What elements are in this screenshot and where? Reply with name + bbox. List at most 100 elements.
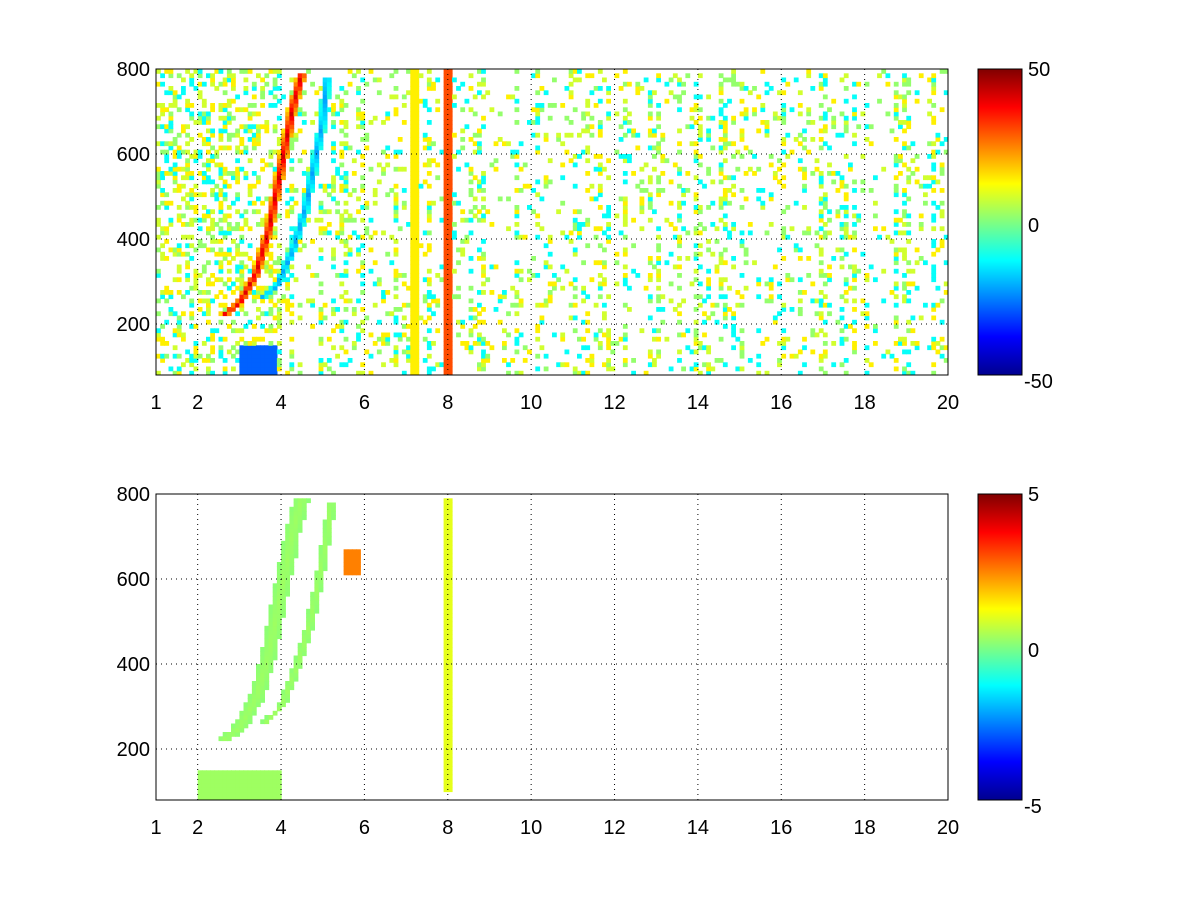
- top-heatmap-cell: [164, 226, 170, 232]
- top-heatmap-cell: [485, 90, 491, 96]
- bottom-heatmap-cell: [285, 574, 290, 580]
- top-heatmap-cell: [156, 311, 161, 317]
- top-heatmap-cell: [156, 115, 161, 121]
- top-x-tick-label: 14: [687, 392, 709, 414]
- top-heatmap-cell: [206, 307, 211, 312]
- bottom-heatmap-cell: [268, 604, 274, 610]
- top-heatmap-cell: [360, 234, 366, 240]
- top-heatmap-cell: [222, 192, 228, 198]
- top-heatmap-cell: [168, 128, 174, 134]
- top-heatmap-cell: [552, 285, 557, 291]
- top-heatmap-cell: [481, 362, 486, 368]
- bottom-heatmap-cell: [243, 795, 249, 800]
- top-heatmap-cell: [443, 230, 449, 236]
- top-heatmap-cell: [706, 345, 711, 351]
- bottom-heatmap-cell: [443, 736, 449, 742]
- top-heatmap-cell: [306, 175, 311, 181]
- top-heatmap-cell: [818, 302, 824, 308]
- top-heatmap-cell: [602, 332, 607, 338]
- top-heatmap-cell: [585, 294, 591, 300]
- top-heatmap-cell: [318, 145, 324, 151]
- top-heatmap-cell: [468, 107, 474, 113]
- top-heatmap-cell: [210, 154, 215, 159]
- top-heatmap-cell: [606, 341, 611, 346]
- top-heatmap-cell: [747, 166, 753, 172]
- top-heatmap-cell: [893, 315, 899, 321]
- top-heatmap-cell: [410, 315, 416, 321]
- bottom-heatmap-cell: [322, 532, 328, 538]
- top-heatmap-cell: [677, 234, 682, 240]
- top-heatmap-cell: [272, 366, 278, 372]
- top-heatmap-cell: [706, 239, 711, 244]
- top-heatmap-cell: [197, 90, 203, 96]
- bottom-heatmap-cell: [443, 698, 449, 703]
- top-heatmap-cell: [539, 319, 545, 325]
- top-heatmap-cell: [902, 103, 907, 108]
- top-heatmap-cell: [201, 98, 207, 104]
- top-heatmap-cell: [218, 268, 224, 274]
- top-heatmap-cell: [197, 217, 203, 223]
- top-heatmap-cell: [802, 145, 807, 151]
- top-heatmap-cell: [447, 69, 453, 74]
- top-heatmap-cell: [697, 230, 703, 236]
- top-heatmap-cell: [656, 192, 661, 198]
- top-heatmap-cell: [268, 285, 274, 291]
- top-heatmap-cell: [443, 94, 449, 100]
- bottom-heatmap-cell: [251, 774, 257, 780]
- top-heatmap-cell: [189, 243, 195, 249]
- top-heatmap-cell: [364, 137, 370, 142]
- top-heatmap-cell: [368, 268, 374, 274]
- top-heatmap-cell: [506, 141, 511, 147]
- top-heatmap-cell: [393, 353, 399, 359]
- top-heatmap-cell: [318, 124, 324, 130]
- bottom-heatmap-cell: [272, 783, 278, 788]
- top-heatmap-cell: [681, 81, 686, 87]
- top-heatmap-cell: [439, 264, 445, 270]
- top-heatmap-cell: [893, 260, 899, 266]
- top-heatmap-cell: [647, 277, 653, 283]
- top-heatmap-cell: [656, 256, 661, 261]
- top-heatmap-cell: [764, 370, 770, 375]
- top-heatmap-cell: [731, 154, 736, 159]
- top-heatmap-cell: [781, 107, 787, 113]
- top-heatmap-cell: [581, 111, 586, 117]
- top-heatmap-cell: [647, 196, 653, 202]
- bottom-heatmap-cell: [247, 702, 253, 708]
- bottom-heatmap-cell: [264, 651, 270, 657]
- top-heatmap-cell: [710, 115, 716, 121]
- top-heatmap-cell: [893, 192, 899, 198]
- top-heatmap-cell: [664, 260, 670, 266]
- top-heatmap-cell: [372, 77, 378, 83]
- top-heatmap-cell: [906, 166, 912, 172]
- top-heatmap-cell: [218, 128, 224, 134]
- top-heatmap-cell: [464, 341, 470, 346]
- bottom-heatmap-cell: [447, 715, 453, 720]
- top-heatmap-cell: [185, 222, 190, 227]
- top-heatmap-cell: [447, 213, 453, 219]
- top-heatmap-cell: [201, 137, 207, 142]
- top-heatmap-cell: [447, 188, 453, 193]
- top-heatmap-cell: [356, 268, 361, 274]
- top-heatmap-cell: [431, 341, 436, 346]
- top-heatmap-cell: [818, 200, 824, 206]
- top-heatmap-cell: [272, 196, 278, 202]
- top-heatmap-cell: [443, 111, 449, 117]
- top-heatmap-cell: [247, 256, 253, 261]
- top-heatmap-cell: [781, 302, 787, 308]
- top-heatmap-cell: [585, 145, 591, 151]
- top-heatmap-cell: [447, 115, 453, 121]
- top-heatmap-cell: [310, 171, 315, 176]
- top-heatmap-cell: [647, 294, 653, 300]
- top-heatmap-cell: [931, 273, 937, 278]
- top-heatmap-cell: [331, 120, 336, 125]
- top-heatmap-cell: [610, 341, 616, 346]
- top-heatmap-cell: [885, 81, 891, 87]
- top-heatmap-cell: [939, 209, 945, 215]
- bottom-heatmap-cell: [306, 617, 311, 623]
- top-heatmap-cell: [622, 247, 628, 253]
- top-heatmap-cell: [718, 81, 724, 87]
- top-heatmap-cell: [272, 77, 278, 83]
- bottom-heatmap-cell: [443, 613, 449, 618]
- top-heatmap-cell: [251, 111, 257, 117]
- top-heatmap-cell: [210, 370, 215, 375]
